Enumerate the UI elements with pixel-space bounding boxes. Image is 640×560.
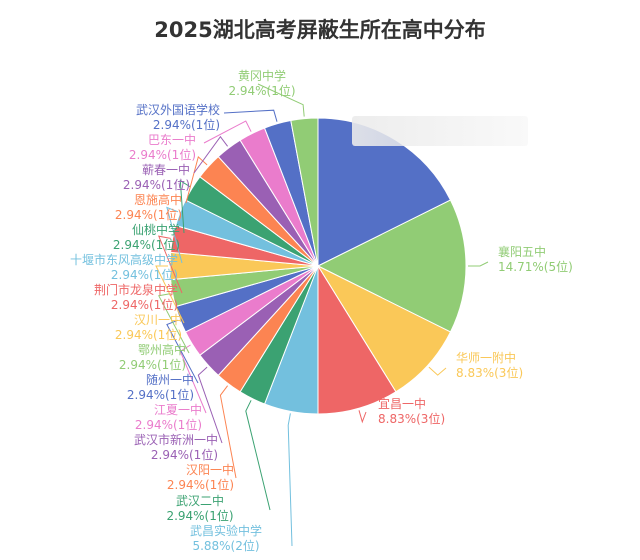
label-leader-line xyxy=(223,109,278,122)
label-leader-line xyxy=(203,120,252,144)
label-leader-line xyxy=(197,366,223,444)
slice-value-label: 2.94%(1位) xyxy=(166,508,233,523)
slice-value-label: 2.94%(1位) xyxy=(111,267,178,282)
slice-value-label: 2.94%(1位) xyxy=(127,387,194,402)
pie-slice xyxy=(316,264,452,393)
label-leader-line xyxy=(287,413,293,547)
pie-slice xyxy=(290,117,319,267)
label-leader-line xyxy=(219,385,237,479)
slice-value-label: 2.94%(1位) xyxy=(129,147,196,162)
label-leader-line xyxy=(468,261,489,267)
slice-value-label: 8.83%(3位) xyxy=(456,365,523,380)
label-leader-line xyxy=(166,319,199,384)
slice-name-label: 随州一中 xyxy=(146,372,194,387)
slice-name-label: 仙桃中学 xyxy=(132,222,180,237)
slice-name-label: 武昌实验中学 xyxy=(190,523,262,538)
slice-name-label: 武汉二中 xyxy=(176,493,224,508)
label-leader-line xyxy=(157,235,183,294)
slice-value-label: 2.94%(1位) xyxy=(119,357,186,372)
slice-value-label: 2.94%(1位) xyxy=(153,117,220,132)
slice-value-label: 2.94%(1位) xyxy=(151,447,218,462)
slice-value-label: 2.94%(1位) xyxy=(115,327,182,342)
slice-name-label: 巴东一中 xyxy=(148,132,196,147)
slice-value-label: 14.71%(5位) xyxy=(498,259,573,274)
label-leader-line xyxy=(245,400,271,511)
slice-value-label: 5.88%(2位) xyxy=(192,538,259,553)
slice-name-label: 汉阳一中 xyxy=(186,462,234,477)
pie-slice xyxy=(317,264,397,415)
chart-title: 2025湖北高考屏蔽生所在高中分布 xyxy=(154,18,486,42)
pie-slice xyxy=(316,199,467,333)
slice-name-label: 十堰市东风高级中学 xyxy=(70,252,178,267)
label-leader-line xyxy=(358,410,367,424)
label-leader-line xyxy=(166,206,183,264)
slice-name-label: 武汉市新洲一中 xyxy=(134,432,218,447)
label-leader-line xyxy=(428,366,447,376)
label-leader-line xyxy=(257,83,305,117)
slice-value-label: 2.94%(1位) xyxy=(135,417,202,432)
label-leader-line xyxy=(193,135,229,174)
slice-name-label: 宜昌一中 xyxy=(378,396,426,411)
slice-name-label: 鄂州高中 xyxy=(138,342,186,357)
slice-value-label: 2.94%(1位) xyxy=(123,177,190,192)
blurred-overlay xyxy=(352,116,528,146)
slice-name-label: 华师一附中 xyxy=(456,350,516,365)
slice-name-label: 武汉外国语学校 xyxy=(136,102,220,117)
slice-value-label: 8.83%(3位) xyxy=(378,411,445,426)
label-leader-line xyxy=(179,344,207,414)
label-leader-line xyxy=(155,265,185,324)
label-leader-line xyxy=(158,293,190,354)
slice-value-label: 2.94%(1位) xyxy=(228,83,295,98)
slice-name-label: 黄冈中学 xyxy=(238,68,286,83)
slice-name-label: 蕲春一中 xyxy=(142,162,190,177)
label-leader-line xyxy=(185,155,208,204)
slice-value-label: 2.94%(1位) xyxy=(113,237,180,252)
slice-name-label: 恩施高中 xyxy=(134,192,182,207)
slice-name-label: 荆门市龙泉中学 xyxy=(94,282,178,297)
slice-name-label: 江夏一中 xyxy=(154,402,202,417)
slice-name-label: 汉川一中 xyxy=(134,312,182,327)
label-leader-line xyxy=(179,179,191,234)
slice-value-label: 2.94%(1位) xyxy=(115,207,182,222)
slice-name-label: 襄阳五中 xyxy=(498,244,546,259)
slice-value-label: 2.94%(1位) xyxy=(167,477,234,492)
slice-value-label: 2.94%(1位) xyxy=(111,297,178,312)
